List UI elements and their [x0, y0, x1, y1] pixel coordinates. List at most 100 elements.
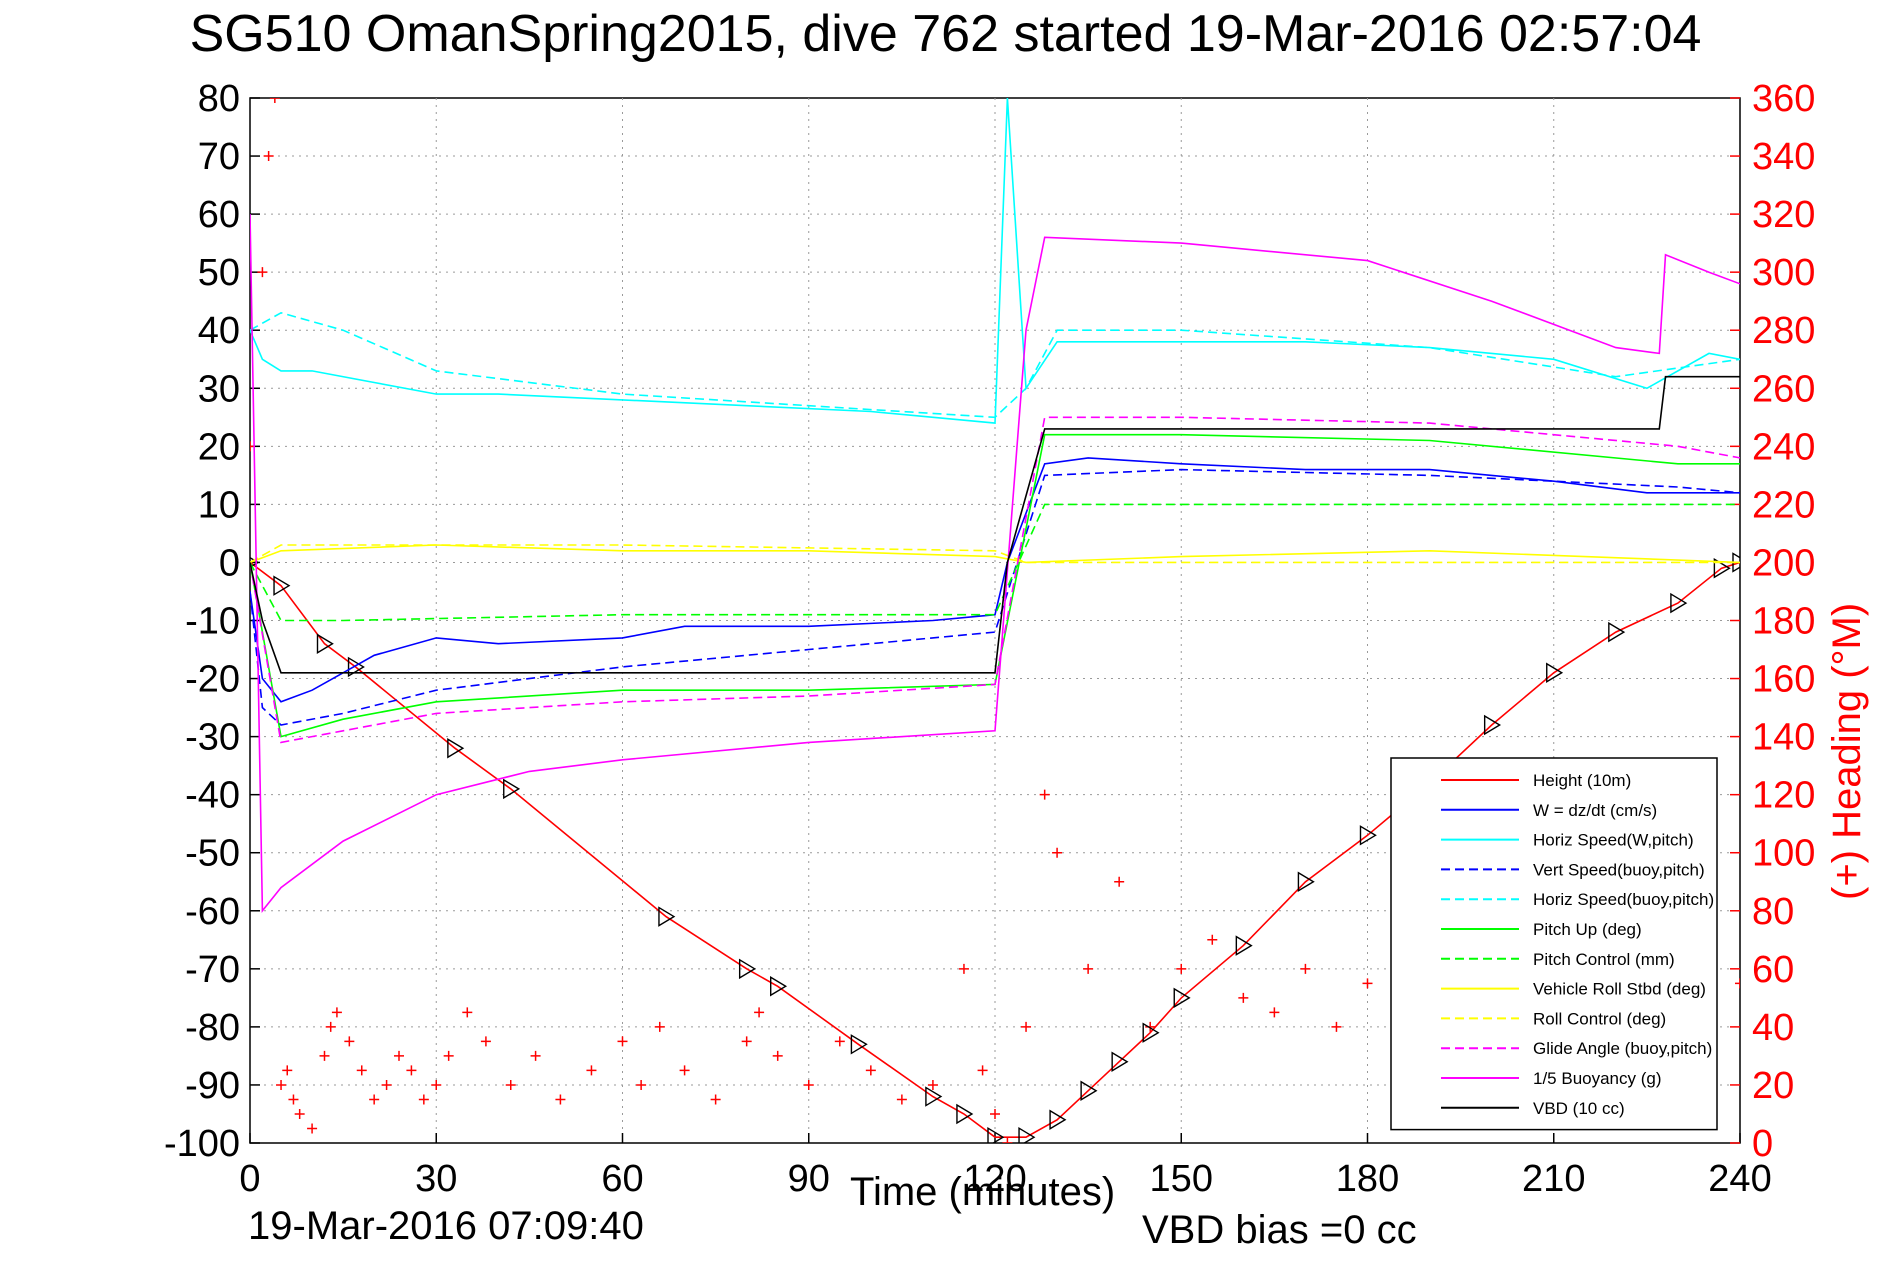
x-tick-label: 0: [239, 1158, 260, 1200]
heading-point: [1083, 963, 1094, 974]
height-point: [1546, 662, 1564, 683]
x-axis-label: Time (minutes): [850, 1170, 1116, 1214]
series-line-4: [250, 311, 1740, 419]
y-tick-label: 20: [198, 426, 240, 468]
heading-point: [927, 1079, 938, 1090]
heading-point: [772, 1050, 783, 1061]
heading-point: [1300, 963, 1311, 974]
height-point: [503, 778, 521, 800]
heading-point: [1735, 978, 1740, 989]
y-right-tick-label: 360: [1752, 78, 1815, 120]
x-tick-label: 30: [415, 1158, 457, 1200]
heading-point: [1145, 1021, 1156, 1032]
heading-point: [555, 1094, 566, 1105]
heading-point: [462, 1007, 473, 1018]
y-right-tick-label: 200: [1752, 542, 1815, 584]
heading-point: [803, 1079, 814, 1090]
heading-point: [276, 1079, 287, 1090]
heading-point: [636, 1079, 647, 1090]
x-tick-label: 60: [601, 1158, 643, 1200]
heading-point: [263, 151, 274, 162]
heading-point: [257, 267, 268, 278]
y-right-tick-label: 320: [1752, 194, 1815, 236]
heading-point: [865, 1065, 876, 1076]
y-tick-label: -100: [164, 1123, 240, 1165]
y-tick-label: -60: [185, 891, 240, 933]
heading-point: [319, 1050, 330, 1061]
y-right-tick-label: 300: [1752, 252, 1815, 294]
y-right-tick-label: 280: [1752, 310, 1815, 352]
heading-point: [896, 1094, 907, 1105]
vbd-bias-label: VBD bias =0 cc: [1142, 1208, 1417, 1252]
height-point: [273, 575, 291, 596]
y-tick-label: -40: [185, 775, 240, 817]
legend-label: Vert Speed(buoy,pitch): [1533, 860, 1705, 879]
x-tick-label: 210: [1522, 1158, 1585, 1200]
heading-point: [1238, 992, 1249, 1003]
heading-point: [1362, 978, 1373, 989]
legend-label: Roll Control (deg): [1533, 1009, 1666, 1028]
series-line-6: [250, 503, 1740, 622]
series-line-0: [250, 561, 1740, 1138]
series-line-5: [250, 433, 1740, 738]
y-axis-right-label: (+) Heading (°M): [1825, 602, 1869, 900]
y-tick-label: 80: [198, 78, 240, 120]
x-tick-label: 180: [1336, 1158, 1399, 1200]
height-point: [987, 1126, 1005, 1143]
x-tick-label: 240: [1708, 1158, 1771, 1200]
legend-label: Height (10m): [1533, 771, 1631, 790]
heading-point: [1331, 1021, 1342, 1032]
height-point: [1297, 871, 1315, 892]
height-point: [347, 656, 365, 678]
heading-point: [282, 1065, 293, 1076]
series-line-9: [250, 416, 1740, 744]
heading-point: [679, 1065, 690, 1076]
heading-point: [325, 1021, 336, 1032]
y-tick-label: 30: [198, 368, 240, 410]
height-point: [1359, 825, 1377, 846]
series-line-10: [250, 214, 1740, 914]
heading-point: [754, 1007, 765, 1018]
height-point: [738, 958, 757, 980]
y-tick-label: -10: [185, 601, 240, 643]
heading-point: [1207, 934, 1218, 945]
height-point: [1713, 558, 1731, 579]
heading-point: [530, 1050, 541, 1061]
legend-label: Pitch Up (deg): [1533, 920, 1642, 939]
heading-point: [958, 963, 969, 974]
height-point: [1111, 1051, 1129, 1072]
height-point: [1483, 714, 1502, 736]
legend-box: [1390, 757, 1718, 1131]
heading-point: [1176, 963, 1187, 974]
heading-point: [288, 1094, 299, 1105]
height-point: [447, 737, 465, 759]
y-tick-label: 40: [198, 310, 240, 352]
heading-point: [1021, 1021, 1032, 1032]
y-right-tick-label: 180: [1752, 601, 1815, 643]
y-tick-label: 60: [198, 194, 240, 236]
heading-point: [381, 1079, 392, 1090]
y-tick-label: -80: [185, 1007, 240, 1049]
heading-point: [443, 1050, 454, 1061]
y-tick-label: 70: [198, 136, 240, 178]
heading-point: [394, 1050, 404, 1061]
height-point: [1235, 935, 1253, 956]
legend-label: Pitch Control (mm): [1533, 950, 1675, 969]
y-tick-label: -30: [185, 717, 240, 759]
chart-title: SG510 OmanSpring2015, dive 762 started 1…: [189, 5, 1702, 63]
height-point: [850, 1034, 868, 1055]
heading-point: [654, 1021, 665, 1032]
y-right-tick-label: 160: [1752, 659, 1815, 701]
height-point: [1608, 621, 1626, 643]
heading-point: [505, 1079, 516, 1090]
legend-label: 1/5 Buoyancy (g): [1533, 1069, 1662, 1088]
heading-point: [294, 1108, 305, 1119]
heading-point: [741, 1036, 752, 1047]
heading-point: [1002, 1138, 1013, 1143]
y-tick-label: -70: [185, 949, 240, 991]
series-line-8: [250, 544, 1740, 564]
heading-point: [369, 1094, 380, 1105]
height-point: [1142, 1022, 1160, 1043]
y-tick-label: -90: [185, 1065, 240, 1107]
